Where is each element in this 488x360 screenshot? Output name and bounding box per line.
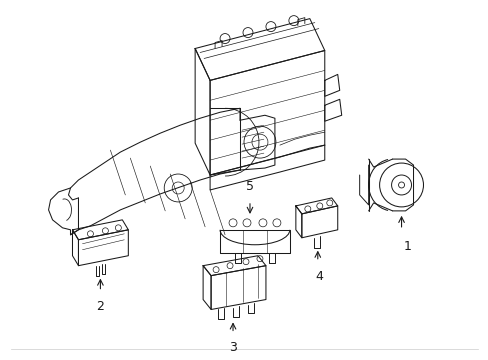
Text: 2: 2: [96, 300, 104, 312]
Text: 3: 3: [228, 341, 237, 354]
Text: 5: 5: [245, 180, 253, 193]
Text: 4: 4: [315, 270, 323, 283]
Text: 1: 1: [403, 240, 410, 253]
